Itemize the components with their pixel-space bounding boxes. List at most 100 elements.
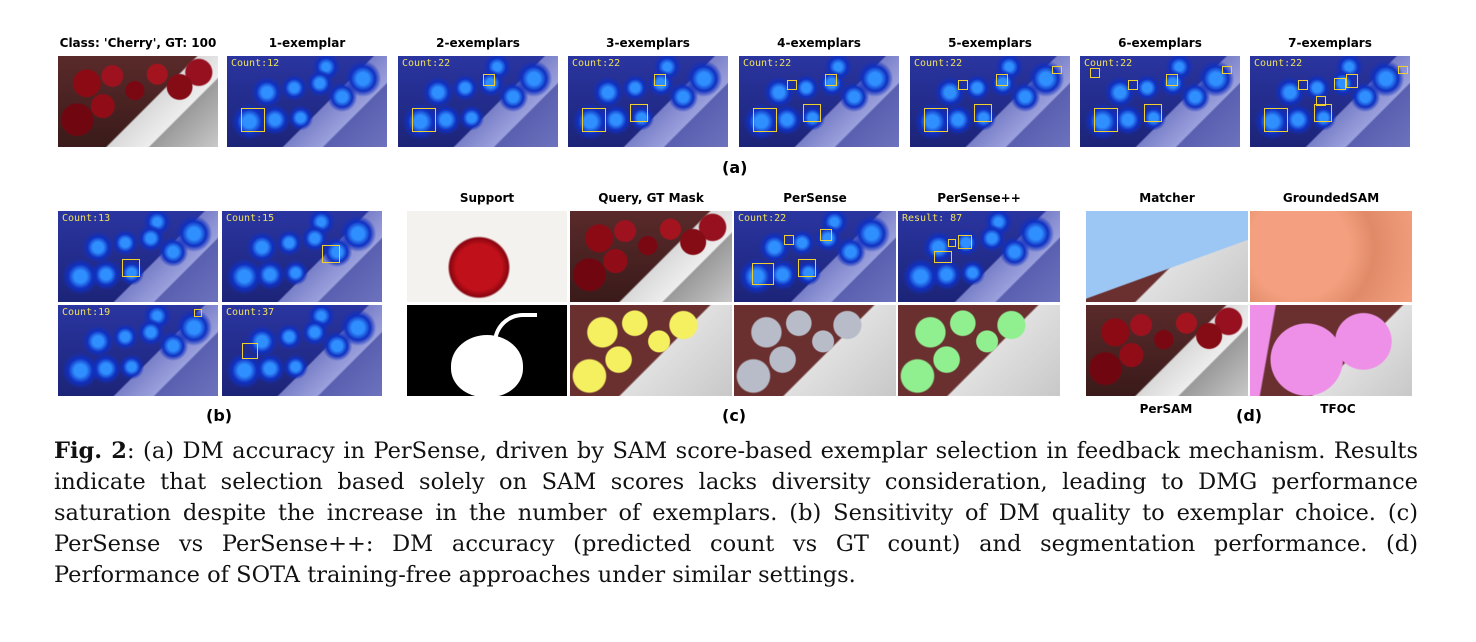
density-map-4-exemplars: Count:22 [739,56,899,147]
support-mask [407,305,567,396]
count-label: Count:15 [226,213,275,224]
density-map-b-2: Count:15 [222,211,382,302]
exemplar-box [934,251,952,263]
exemplar-box [752,263,774,285]
figure-caption: Fig. 2: (a) DM accuracy in PerSense, dri… [54,436,1418,591]
count-label: Count:22 [738,213,787,224]
panel-d-title-matcher: Matcher [1139,191,1195,205]
exemplar-box [1316,96,1326,106]
panel-a-title-query: Class: 'Cherry', GT: 100 [59,36,217,50]
density-map-3-exemplars: Count:22 [568,56,728,147]
count-label: Count:19 [62,307,111,318]
exemplar-box [1090,68,1100,78]
exemplar-box [948,239,956,247]
exemplar-box [784,235,794,245]
groundedsam-segmentation [1250,211,1412,302]
exemplar-box [1346,74,1358,88]
exemplar-box [1264,108,1288,132]
mask-body [451,335,523,396]
exemplar-box [122,259,140,277]
panel-a-title-4: 4-exemplars [777,36,861,50]
count-label: Count:22 [1084,58,1133,69]
density-map-2-exemplars: Count:22 [398,56,558,147]
exemplar-box [194,309,202,317]
sublabel-a: (a) [722,158,748,177]
density-map-1-exemplar: Count:12 [227,56,387,147]
density-map-5-exemplars: Count:22 [910,56,1070,147]
panel-c-title-persense: PerSense [783,191,847,205]
count-label: Count:13 [62,213,111,224]
panel-a-title-6: 6-exemplars [1118,36,1202,50]
exemplar-box [1298,80,1308,90]
persensepp-segmentation [898,305,1060,396]
density-map-b-1: Count:13 [58,211,218,302]
sublabel-d: (d) [1236,406,1263,425]
density-map-persensepp: Result: 87 [898,211,1060,302]
exemplar-box [630,104,648,122]
density-map-persense: Count:22 [734,211,896,302]
exemplar-box [1144,104,1162,122]
exemplar-box [825,74,837,86]
exemplar-box [483,74,495,86]
panel-a-title-2: 2-exemplars [436,36,520,50]
persam-segmentation [1086,305,1248,396]
exemplar-box [974,104,992,122]
exemplar-box [803,104,821,122]
exemplar-box [582,108,606,132]
panel-c-title-query: Query, GT Mask [598,191,704,205]
count-label: Count:22 [402,58,451,69]
count-label: Count:22 [914,58,963,69]
panel-d-title-tfoc: TFOC [1320,402,1356,416]
panel-c-title-support: Support [459,191,515,205]
exemplar-box [241,108,265,132]
exemplar-box [1334,78,1346,90]
count-label: Count:22 [743,58,792,69]
query-image-c [570,211,732,302]
panel-a-title-7: 7-exemplars [1288,36,1372,50]
exemplar-box [242,343,258,359]
count-label: Count:22 [1254,58,1303,69]
sublabel-c: (c) [722,406,747,425]
exemplar-box [1094,108,1118,132]
exemplar-box [924,108,948,132]
exemplar-box [412,108,436,132]
exemplar-box [1314,104,1332,122]
result-label: Result: 87 [902,213,963,224]
exemplar-box [820,229,832,241]
density-map-6-exemplars: Count:22 [1080,56,1240,147]
density-map-b-4: Count:37 [222,305,382,396]
exemplar-box [1166,74,1178,86]
sublabel-b: (b) [206,406,233,425]
panel-c-title-persensepp: PerSense++ [937,191,1021,205]
panel-a-title-5: 5-exemplars [948,36,1032,50]
tfoc-segmentation [1250,305,1412,396]
support-image [407,211,567,302]
panel-d-title-groundedsam: GroundedSAM [1282,191,1380,205]
mask-stem [493,313,537,343]
gt-mask-overlay [570,305,732,396]
query-image [58,56,218,147]
exemplar-box [798,259,816,277]
exemplar-box [1128,80,1138,90]
exemplar-box [1222,66,1232,74]
caption-text: : (a) DM accuracy in PerSense, driven by… [54,438,1418,588]
exemplar-box [1052,66,1062,74]
panel-d-title-persam: PerSAM [1139,402,1193,416]
exemplar-box [654,74,666,86]
panel-a-title-1: 1-exemplar [268,36,346,50]
exemplar-box [753,108,777,132]
persense-segmentation [734,305,896,396]
count-label: Count:22 [572,58,621,69]
count-label: Count:37 [226,307,275,318]
exemplar-box [958,80,968,90]
exemplar-box [996,74,1008,86]
caption-label: Fig. 2 [54,438,127,464]
panel-a-title-3: 3-exemplars [606,36,690,50]
count-label: Count:12 [231,58,280,69]
density-map-7-exemplars: Count:22 [1250,56,1410,147]
exemplar-box [322,245,340,263]
density-map-b-3: Count:19 [58,305,218,396]
matcher-segmentation [1086,211,1248,302]
exemplar-box [787,80,797,90]
exemplar-box [958,235,972,249]
